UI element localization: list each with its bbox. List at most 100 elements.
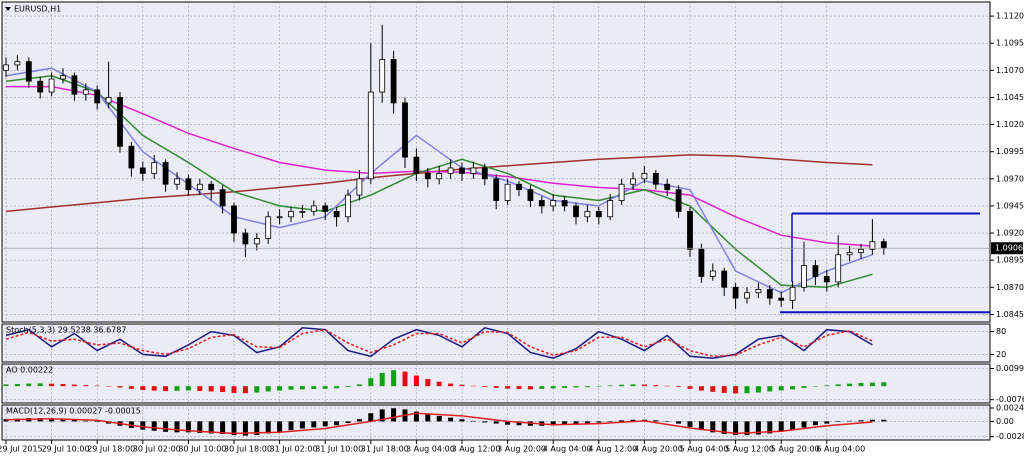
chart-title: EURUSD,H1 (14, 5, 61, 14)
histogram-bar (208, 421, 214, 434)
candle-body (766, 289, 773, 299)
y-tick-label: 1.1095 (996, 39, 1024, 48)
histogram-bar (790, 421, 796, 430)
histogram-bar (368, 378, 374, 387)
histogram-bar (425, 379, 431, 387)
candle-body (37, 80, 44, 93)
histogram-bar (220, 386, 226, 393)
histogram-bar (413, 411, 419, 422)
candle-body (14, 61, 21, 66)
x-tick-label: 4 Aug 12:00 (588, 445, 637, 454)
y-tick-label: 1.0920 (996, 229, 1024, 238)
y-tick-label: 1.1120 (996, 12, 1024, 21)
ao-panel (1, 363, 991, 404)
histogram-bar (459, 384, 465, 387)
histogram-bar (14, 384, 20, 387)
x-tick-label: 5 Aug 12:00 (725, 445, 774, 454)
histogram-bar (698, 386, 704, 391)
y-tick-label: 0.00245 (996, 404, 1024, 413)
histogram-bar (277, 421, 283, 432)
candle-body (652, 172, 659, 185)
histogram-bar (619, 384, 625, 387)
histogram-bar (254, 386, 260, 393)
candle-body (231, 205, 237, 234)
histogram-bar (584, 421, 590, 424)
candle-body (185, 178, 192, 191)
candle-body (732, 286, 739, 299)
histogram-bar (254, 421, 260, 436)
histogram-bar (847, 383, 853, 387)
candle-body (630, 178, 636, 185)
histogram-bar (676, 386, 682, 387)
histogram-bar (881, 382, 887, 387)
histogram-bar (607, 385, 613, 387)
histogram-bar (869, 382, 875, 387)
histogram-bar (459, 419, 465, 422)
candle-body (174, 178, 180, 185)
x-tick-label: 5 Aug 04:00 (680, 445, 729, 454)
candle-body (698, 248, 705, 277)
histogram-bar (687, 386, 693, 389)
histogram-bar (345, 421, 351, 424)
histogram-bar (755, 421, 761, 435)
candle-body (801, 265, 807, 288)
candle-body (721, 270, 728, 288)
histogram-bar (562, 386, 568, 388)
candle-body (253, 238, 260, 245)
candle-body (3, 64, 9, 71)
histogram-bar (607, 421, 613, 422)
stoch-panel (1, 323, 991, 363)
candle-body (561, 200, 568, 207)
candle-body (470, 167, 477, 174)
histogram-bar (596, 421, 602, 423)
candle-body (25, 61, 32, 82)
candle-body (424, 172, 431, 180)
candle-body (208, 183, 215, 191)
histogram-bar (653, 385, 659, 387)
histogram-bar (71, 419, 77, 422)
histogram-bar (858, 420, 864, 422)
x-tick-label: 31 Jul 18:00 (361, 445, 409, 454)
candle-body (675, 189, 682, 212)
candle-body (402, 102, 408, 158)
y-tick-label: 1.0845 (996, 310, 1024, 319)
histogram-bar (858, 382, 864, 387)
histogram-bar (630, 384, 636, 387)
candle-body (823, 276, 830, 283)
histogram-bar (49, 383, 55, 387)
histogram-bar (482, 386, 488, 388)
histogram-bar (94, 421, 100, 422)
histogram-bar (49, 418, 55, 422)
histogram-bar (128, 386, 134, 389)
histogram-bar (550, 421, 556, 426)
histogram-bar (140, 386, 146, 391)
histogram-bar (619, 420, 625, 422)
x-tick-label: 6 Aug 04:00 (816, 445, 865, 454)
histogram-bar (265, 386, 271, 392)
histogram-bar (277, 386, 283, 391)
histogram-bar (550, 386, 556, 389)
histogram-bar (185, 386, 191, 391)
y-tick-label: 1.0895 (996, 256, 1024, 265)
histogram-bar (710, 386, 716, 392)
histogram-bar (733, 386, 739, 394)
histogram-bar (527, 386, 533, 390)
histogram-bar (60, 384, 66, 387)
y-tick-label: 0.00 (996, 417, 1014, 426)
histogram-bar (231, 421, 237, 436)
histogram-bar (37, 418, 43, 422)
main-panel (1, 1, 991, 323)
histogram-bar (812, 386, 818, 387)
candle-body (846, 252, 853, 256)
candle-body (299, 210, 306, 213)
histogram-bar (356, 419, 362, 422)
candle-body (356, 178, 363, 196)
histogram-bar (824, 385, 830, 387)
candle-body (481, 167, 488, 180)
histogram-bar (744, 421, 750, 436)
histogram-bar (482, 421, 488, 423)
candle-body (345, 194, 351, 218)
candle-body (333, 210, 340, 218)
histogram-bar (573, 421, 579, 425)
